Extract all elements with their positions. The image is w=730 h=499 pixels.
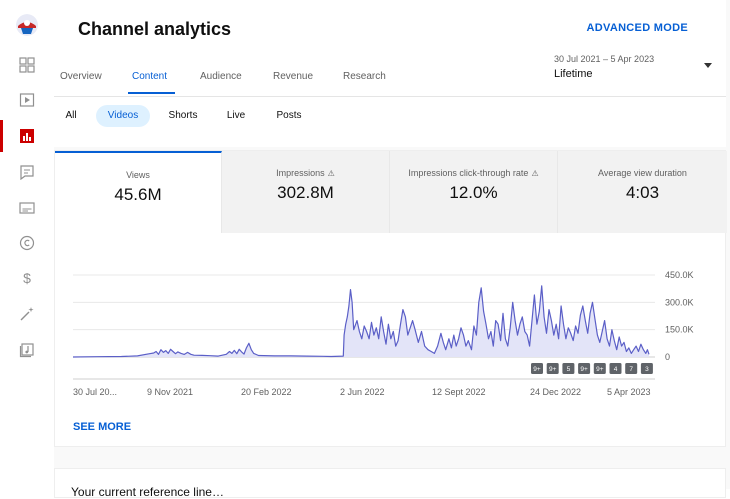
views-chart: 0 150.0K 300.0K 450.0K 9+ 9+ 5 9+ 9+ 4 7 3 30 Jul 20…	[72, 270, 694, 397]
video-marker[interactable]: 9+	[546, 363, 559, 374]
marker-label: 9+	[580, 366, 588, 373]
page-header: Channel analytics ADVANCED MODE 30 Jul 2…	[54, 0, 726, 97]
left-sidebar: $	[0, 0, 54, 489]
svg-text:$: $	[23, 270, 31, 286]
content-icon[interactable]	[17, 90, 37, 110]
audio-library-icon[interactable]	[17, 340, 37, 360]
active-nav-indicator	[0, 120, 3, 152]
metric-ctr[interactable]: Impressions click-through rate ⚠ 12.0%	[390, 151, 558, 233]
chip-videos[interactable]: Videos	[96, 105, 150, 127]
marker-box	[546, 363, 559, 374]
marker-label: 3	[645, 366, 649, 373]
metric-label: Views	[126, 170, 150, 180]
tab-revenue[interactable]: Revenue	[273, 71, 314, 82]
metric-label: Average view duration	[598, 168, 687, 178]
page-title: Channel analytics	[78, 19, 232, 39]
marker-label: 5	[567, 366, 571, 373]
content-type-filter: All Videos Shorts Live Posts	[54, 97, 726, 147]
metric-value: 12.0%	[449, 183, 498, 202]
marker-box	[625, 363, 638, 374]
marker-box	[578, 363, 591, 374]
tab-audience[interactable]: Audience	[200, 71, 242, 82]
x-tick-label: 5 Apr 2023	[607, 387, 651, 397]
marker-label: 9+	[549, 366, 557, 373]
y-tick-label: 450.0K	[665, 270, 694, 280]
warning-icon: ⚠	[327, 169, 335, 178]
x-tick-label: 20 Feb 2022	[241, 387, 292, 397]
y-tick-label: 300.0K	[665, 297, 694, 307]
y-tick-label: 0	[665, 352, 670, 362]
chip-live[interactable]: Live	[216, 105, 256, 127]
video-marker[interactable]: 5	[562, 363, 575, 374]
tab-content[interactable]: Content	[132, 71, 168, 82]
marker-label: 7	[629, 366, 633, 373]
video-marker[interactable]: 9+	[593, 363, 606, 374]
y-tick-label: 150.0K	[665, 325, 694, 335]
see-more-button[interactable]: SEE MORE	[73, 421, 132, 433]
video-marker[interactable]: 9+	[531, 363, 543, 374]
secondary-card-title: Your current reference line…	[71, 485, 224, 499]
views-line	[72, 285, 650, 358]
active-tab-indicator	[128, 92, 175, 94]
customization-icon[interactable]	[17, 304, 37, 324]
marker-box	[593, 363, 606, 374]
marker-label: 9+	[533, 366, 541, 373]
date-range-text[interactable]: 30 Jul 2021 – 5 Apr 2023	[554, 54, 655, 64]
x-tick-label: 24 Dec 2022	[530, 387, 581, 397]
marker-label: 9+	[596, 366, 604, 373]
analytics-icon[interactable]	[17, 126, 37, 146]
secondary-card: Your current reference line…	[54, 468, 726, 499]
metric-value: 302.8M	[277, 183, 334, 202]
marker-label: 4	[614, 366, 618, 373]
video-marker[interactable]: 9+	[578, 363, 591, 374]
earn-icon[interactable]: $	[17, 268, 37, 288]
metric-avg-view-duration[interactable]: Average view duration 4:03	[558, 151, 727, 233]
metric-value: 4:03	[625, 183, 660, 202]
advanced-mode-button[interactable]: ADVANCED MODE	[586, 22, 688, 34]
comments-icon[interactable]	[17, 162, 37, 182]
analytics-card: Views 45.6M Impressions ⚠ 302.8M Impressi…	[54, 150, 727, 447]
metric-impressions[interactable]: Impressions ⚠ 302.8M	[222, 151, 390, 233]
tab-overview[interactable]: Overview	[60, 71, 102, 82]
period-selector[interactable]: Lifetime	[554, 68, 593, 80]
channel-avatar[interactable]	[16, 14, 38, 36]
metric-label: Impressions	[276, 168, 325, 178]
metric-label: Impressions click-through rate	[408, 168, 529, 178]
copyright-icon[interactable]	[17, 233, 37, 253]
main-content: Channel analytics ADVANCED MODE 30 Jul 2…	[54, 0, 730, 499]
marker-box	[531, 363, 543, 374]
video-marker[interactable]: 7	[625, 363, 638, 374]
x-tick-label: 12 Sept 2022	[432, 387, 486, 397]
metric-value: 45.6M	[114, 185, 162, 204]
x-tick-label: 2 Jun 2022	[340, 387, 385, 397]
metric-views[interactable]: Views 45.6M	[55, 151, 222, 233]
x-tick-label: 30 Jul 20...	[73, 387, 117, 397]
subtitles-icon[interactable]	[17, 198, 37, 218]
marker-box	[640, 363, 653, 374]
video-marker[interactable]: 3	[640, 363, 653, 374]
chevron-down-icon[interactable]	[704, 63, 712, 68]
video-marker[interactable]: 4	[609, 363, 622, 374]
chip-all[interactable]: All	[56, 105, 86, 127]
tab-research[interactable]: Research	[343, 71, 386, 82]
marker-box	[562, 363, 575, 374]
warning-icon: ⚠	[531, 169, 539, 178]
chip-shorts[interactable]: Shorts	[156, 105, 210, 127]
marker-box	[609, 363, 622, 374]
dashboard-icon[interactable]	[17, 55, 37, 75]
chip-posts[interactable]: Posts	[266, 105, 312, 127]
x-tick-label: 9 Nov 2021	[147, 387, 193, 397]
